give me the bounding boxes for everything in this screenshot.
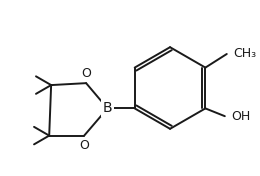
Text: O: O — [81, 67, 91, 80]
Text: OH: OH — [232, 110, 251, 123]
Text: O: O — [79, 139, 89, 152]
Text: B: B — [103, 101, 112, 115]
Text: CH₃: CH₃ — [233, 48, 257, 61]
